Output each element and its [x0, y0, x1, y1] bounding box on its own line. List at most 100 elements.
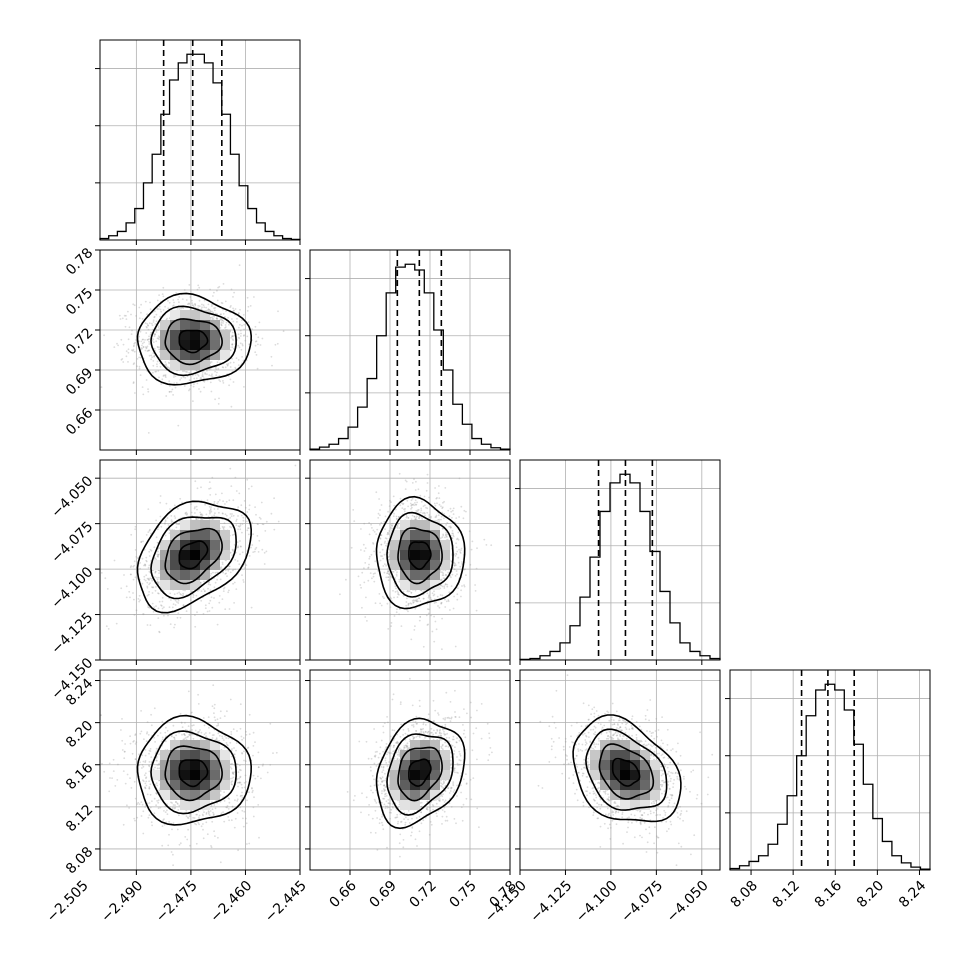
sample-point: [461, 585, 463, 587]
sample-point: [220, 301, 223, 304]
sample-point: [372, 575, 375, 578]
sample-point: [352, 509, 355, 511]
sample-point: [437, 492, 440, 495]
density-cell: [170, 310, 180, 320]
sample-point: [273, 528, 276, 531]
sample-point: [157, 370, 160, 372]
sample-point: [209, 509, 212, 511]
sample-point: [133, 564, 136, 567]
sample-point: [215, 317, 218, 320]
sample-point: [237, 336, 240, 339]
sample-point: [161, 720, 164, 723]
sample-point: [251, 544, 254, 546]
sample-point: [172, 299, 175, 301]
sample-point: [211, 518, 214, 520]
sample-point: [216, 371, 218, 374]
sample-point: [241, 319, 243, 322]
sample-point: [414, 489, 417, 491]
sample-point: [171, 520, 174, 523]
density-cell: [200, 320, 210, 330]
sample-point: [149, 577, 152, 580]
sample-point: [194, 304, 197, 307]
sample-point: [230, 526, 233, 529]
sample-point: [148, 529, 151, 532]
sample-point: [160, 383, 163, 385]
sample-point: [194, 506, 196, 509]
sample-point: [209, 508, 212, 510]
sample-point: [196, 382, 199, 385]
sample-point: [159, 315, 162, 318]
sample-point: [176, 308, 179, 310]
sample-point: [441, 511, 444, 514]
sample-point: [380, 543, 383, 546]
sample-point: [211, 310, 214, 313]
sample-point: [182, 370, 184, 373]
sample-point: [130, 565, 133, 567]
sample-point: [217, 836, 219, 839]
sample-point: [242, 314, 245, 316]
sample-point: [246, 478, 249, 481]
sample-point: [173, 515, 176, 517]
sample-point: [445, 600, 448, 603]
sample-point: [100, 572, 103, 574]
sample-point: [157, 582, 160, 585]
sample-point: [443, 517, 445, 520]
sample-point: [383, 597, 385, 599]
sample-point: [430, 516, 432, 519]
sample-point: [155, 320, 158, 323]
sample-point: [409, 502, 412, 505]
sample-point: [144, 754, 147, 757]
sample-point: [183, 289, 186, 291]
sample-point: [158, 630, 161, 633]
sample-point: [453, 564, 456, 567]
sample-point: [410, 592, 413, 594]
density-cell: [190, 570, 200, 580]
sample-point: [405, 604, 408, 607]
sample-point: [258, 321, 261, 324]
sample-point: [231, 335, 234, 338]
sample-point: [222, 527, 225, 529]
sample-point: [247, 527, 250, 529]
sample-point: [193, 306, 195, 308]
sample-point: [195, 505, 198, 508]
sample-point: [435, 628, 438, 631]
sample-point: [155, 329, 158, 331]
sample-point: [418, 597, 420, 600]
sample-point: [178, 732, 180, 734]
sample-point: [212, 318, 214, 320]
sample-point: [448, 525, 451, 528]
sample-point: [175, 526, 178, 529]
sample-point: [103, 334, 105, 337]
sample-point: [156, 337, 159, 340]
sample-point: [410, 591, 413, 594]
sample-point: [167, 307, 170, 310]
sample-point: [179, 593, 182, 595]
sample-point: [235, 357, 238, 359]
sample-point: [476, 547, 478, 550]
sample-point: [227, 362, 230, 365]
sample-point: [143, 564, 145, 567]
density-cell: [210, 530, 220, 540]
y-tick-label: −4.100: [48, 564, 96, 612]
sample-point: [452, 532, 454, 535]
sample-point: [123, 314, 126, 317]
density-cells: [160, 310, 230, 370]
density-cell: [180, 310, 190, 320]
sample-point: [250, 546, 252, 549]
sample-point: [147, 531, 150, 533]
sample-point: [211, 606, 214, 609]
density-cell: [150, 560, 160, 570]
sample-point: [380, 604, 383, 607]
sample-point: [154, 571, 157, 574]
sample-point: [146, 313, 149, 316]
sample-point: [222, 528, 225, 531]
sample-point: [196, 288, 199, 291]
sample-point: [448, 591, 451, 594]
sample-point: [233, 533, 236, 536]
sample-point: [229, 361, 232, 364]
density-cell: [410, 570, 420, 580]
sample-point: [241, 344, 244, 347]
sample-point: [133, 780, 136, 783]
sample-point: [174, 623, 176, 626]
sample-point: [363, 550, 366, 552]
